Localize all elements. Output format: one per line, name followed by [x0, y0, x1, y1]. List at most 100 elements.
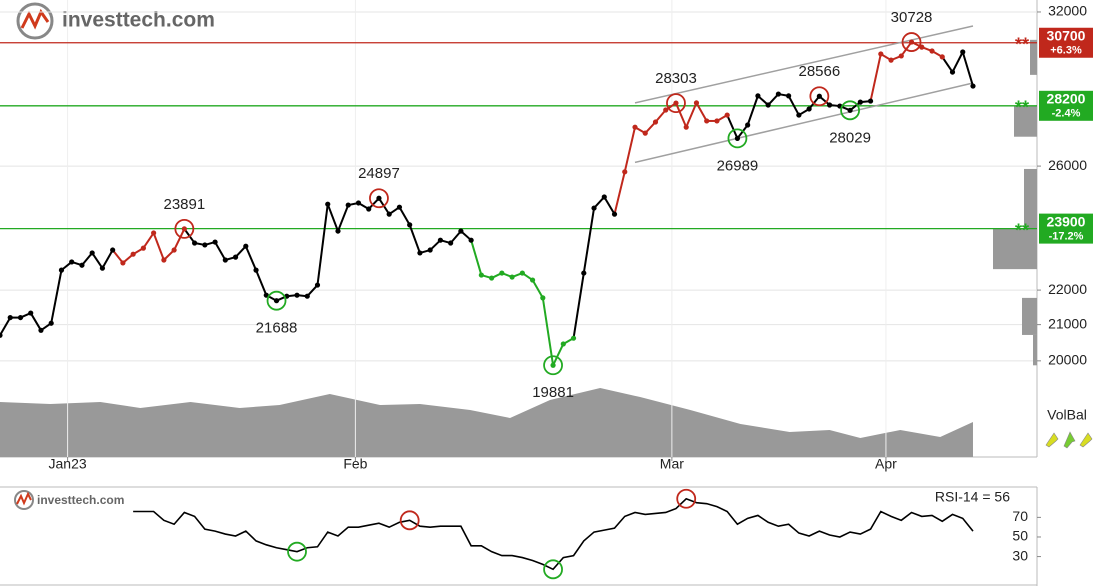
price-point [560, 341, 566, 347]
price-point [181, 226, 187, 232]
price-point [140, 245, 146, 251]
price-point [273, 298, 280, 304]
profile-bar [993, 228, 1037, 270]
level-change: -17.2% [1049, 231, 1084, 243]
price-point [540, 295, 546, 301]
price-segment [326, 203, 339, 232]
price-segment [941, 56, 954, 73]
price-segment [111, 249, 124, 264]
pivot-circle [174, 218, 195, 239]
y-tick-label: 32000 [1048, 3, 1087, 19]
price-point [151, 230, 157, 236]
price-point [509, 274, 515, 280]
price-point [724, 112, 730, 118]
price-point [489, 275, 495, 281]
price-segment [695, 102, 708, 122]
price-point [867, 98, 874, 104]
price-segment [470, 239, 483, 276]
pivot-label: 28303 [655, 70, 697, 87]
y-tick-label: 26000 [1048, 157, 1087, 173]
price-point [294, 292, 300, 298]
price-point [345, 202, 351, 208]
price-point [120, 260, 126, 266]
price-point [929, 48, 935, 54]
y-tick-label: 22000 [1048, 281, 1087, 297]
pivot-circle [809, 86, 830, 107]
price-segment [255, 269, 268, 296]
price-segment [613, 171, 626, 215]
price-point [806, 106, 812, 112]
rsi-tick-label: 70 [1012, 508, 1028, 524]
level-box [1039, 27, 1093, 58]
pivot-label: 24897 [358, 165, 400, 182]
arrow-icon [1063, 431, 1076, 449]
price-segment [654, 109, 667, 123]
price-point [755, 93, 761, 99]
price-point [28, 310, 34, 316]
level-marker: ** [1015, 98, 1029, 118]
price-point [468, 237, 474, 243]
price-point [99, 265, 106, 271]
price-segment [214, 241, 227, 261]
logo: investtech.com [16, 2, 215, 40]
logo-text: investtech.com [37, 493, 124, 507]
price-point [775, 91, 781, 97]
profile-bar [1024, 168, 1037, 229]
price-point [601, 194, 607, 200]
price-point [519, 270, 525, 276]
pivot-label: 19881 [532, 384, 574, 401]
profile-bar [1014, 106, 1037, 137]
price-point [734, 135, 741, 141]
pivot-circle [840, 100, 860, 121]
price-point [407, 222, 413, 228]
price-point [683, 124, 689, 130]
pivot-label: 26989 [717, 157, 759, 174]
level-box [1039, 90, 1093, 121]
trend-line [634, 82, 974, 164]
price-point [581, 270, 587, 276]
pivot-circle [369, 188, 389, 209]
level-value: 28200 [1047, 91, 1086, 107]
price-point [58, 267, 65, 273]
price-point [191, 240, 198, 246]
profile-bar [1033, 334, 1037, 366]
price-point [816, 93, 822, 99]
price-point [355, 200, 362, 206]
logo-icon [16, 491, 32, 506]
price-segment [726, 114, 739, 139]
price-segment [29, 312, 42, 331]
price-segment [173, 228, 186, 251]
rsi-pivot-circle [287, 541, 307, 562]
price-segment [623, 126, 636, 173]
price-segment [50, 269, 63, 324]
price-segment [142, 232, 155, 249]
price-point [161, 257, 167, 263]
price-point [529, 277, 536, 283]
indicator-label: VolBal [1047, 407, 1087, 423]
price-point [89, 250, 95, 256]
price-segment [408, 224, 421, 254]
pivot-label: 28566 [798, 63, 840, 80]
x-tick-label: Jan23 [49, 456, 87, 472]
price-point [38, 327, 44, 333]
pivot-label: 21688 [256, 320, 298, 337]
pivot-circle [901, 32, 922, 52]
profile-bar [1022, 297, 1037, 335]
price-segment [603, 196, 616, 215]
price-segment [152, 232, 165, 261]
price-segment [337, 204, 350, 232]
rsi-label: RSI-14 = 56 [935, 489, 1010, 505]
price-point [69, 259, 75, 265]
x-tick-label: Apr [875, 456, 897, 472]
price-point [232, 254, 239, 260]
price-segment [449, 230, 462, 244]
price-point [314, 282, 321, 288]
volume-area [0, 388, 973, 457]
price-point [673, 100, 679, 106]
price-segment [0, 317, 12, 336]
price-point [48, 320, 54, 326]
logo-icon [16, 2, 54, 40]
